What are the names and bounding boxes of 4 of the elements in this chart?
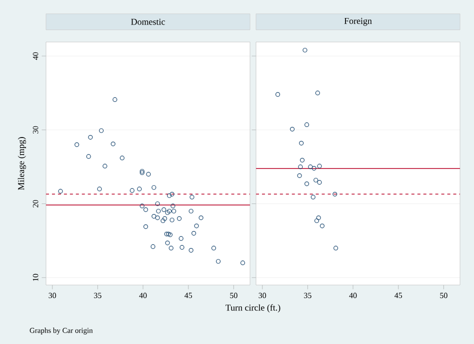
chart-title: Foreign: [344, 18, 372, 26]
y-axis-title: Mileage (mpg): [18, 137, 26, 190]
x-axis-title: Turn circle (ft.): [226, 304, 280, 312]
chart-title: Domestic: [131, 18, 165, 25]
